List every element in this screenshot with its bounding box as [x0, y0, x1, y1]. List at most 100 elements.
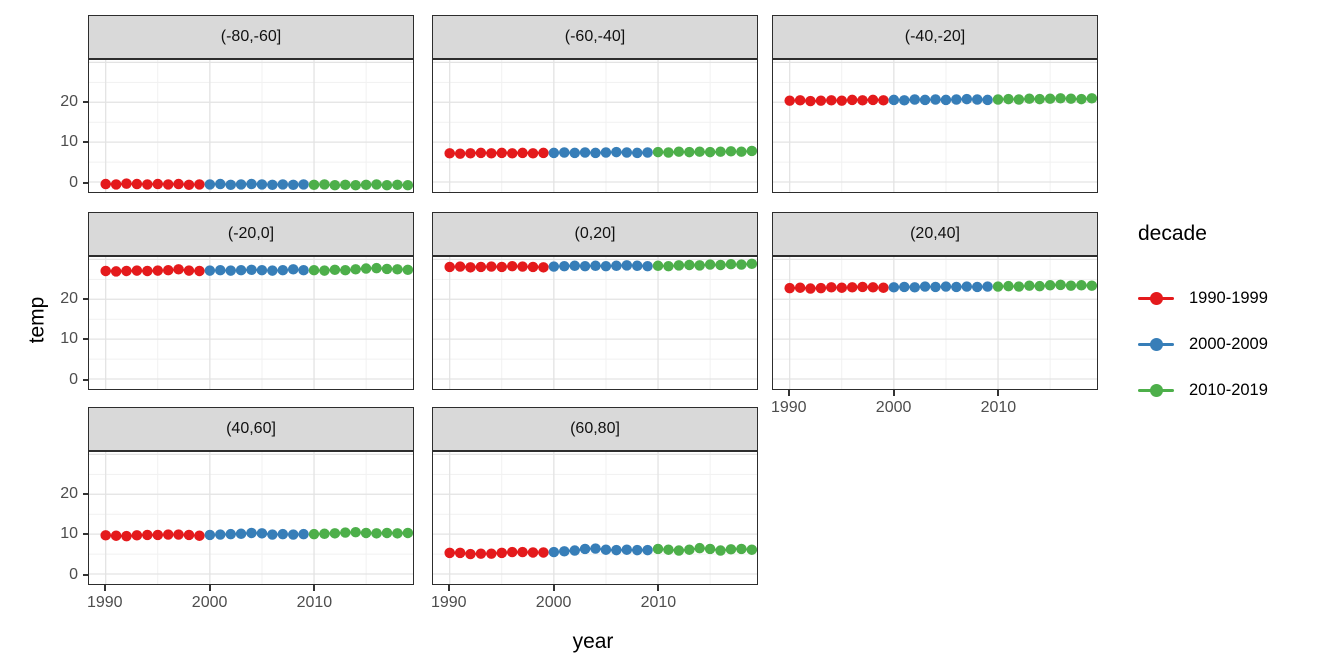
data-point — [992, 281, 1004, 292]
facet-plot-area — [89, 60, 413, 192]
data-point — [308, 528, 320, 540]
data-point — [298, 179, 309, 190]
data-point — [183, 179, 195, 191]
data-point — [600, 544, 612, 555]
data-point — [1076, 280, 1087, 291]
data-point — [287, 529, 299, 540]
data-point — [173, 264, 184, 275]
data-point — [878, 282, 889, 293]
legend-entry-label: 2000-2009 — [1189, 334, 1268, 353]
data-point — [329, 179, 341, 191]
data-point — [235, 264, 247, 276]
facet-strip: (-40,-20] — [772, 15, 1098, 59]
data-point — [381, 527, 393, 539]
x-tick-mark — [892, 390, 895, 396]
data-point — [704, 259, 716, 270]
facet-(-20,0]: (-20,0] — [88, 212, 414, 390]
data-point — [162, 529, 174, 540]
data-point — [215, 264, 226, 276]
data-point — [381, 263, 393, 275]
data-point — [621, 260, 633, 271]
y-tick-label: 10 — [60, 525, 78, 543]
data-point — [961, 281, 973, 292]
data-point — [319, 265, 330, 276]
facet-plot-area — [773, 60, 1097, 192]
data-point — [204, 179, 216, 190]
x-axis-title: year — [572, 630, 614, 653]
data-point — [631, 147, 643, 159]
data-point — [559, 546, 570, 557]
data-point — [527, 148, 539, 159]
series-2000-2009 — [548, 260, 653, 272]
data-point — [392, 264, 403, 275]
data-point — [784, 95, 795, 106]
data-point — [1076, 93, 1087, 105]
data-point — [308, 264, 320, 276]
legend-key-icon — [1138, 378, 1174, 402]
data-point — [725, 146, 737, 157]
data-point — [836, 95, 848, 106]
data-point — [371, 262, 382, 274]
data-point — [919, 281, 931, 292]
series-2010-2019 — [308, 526, 413, 540]
data-point — [204, 265, 216, 276]
series-1990-1999 — [784, 281, 889, 294]
data-point — [982, 94, 993, 106]
facet-strip: (60,80] — [432, 407, 758, 451]
data-point — [1013, 94, 1025, 105]
data-point — [506, 546, 518, 558]
data-point — [246, 264, 257, 276]
facet-strip-label: (-40,-20] — [904, 28, 966, 45]
facet-strip-label: (-20,0] — [227, 225, 275, 242]
data-point — [579, 147, 591, 158]
y-tick-label: 10 — [60, 330, 78, 348]
data-point — [600, 260, 612, 272]
facet-plot-area — [433, 452, 757, 584]
data-point — [110, 530, 122, 541]
data-point — [444, 547, 455, 559]
legend-entry-2000-2009: 2000-2009 — [1138, 332, 1268, 356]
data-point — [1044, 93, 1056, 104]
data-point — [548, 147, 560, 159]
facet-(60,80]: (60,80] — [432, 407, 758, 585]
data-point — [527, 547, 539, 558]
legend-key-icon — [1138, 286, 1174, 310]
data-point — [465, 148, 476, 159]
data-point — [826, 95, 837, 106]
facet-plot-area — [89, 257, 413, 389]
data-point — [736, 146, 747, 157]
data-point — [194, 530, 205, 541]
data-point — [621, 147, 633, 158]
data-point — [1024, 93, 1035, 104]
data-point — [444, 261, 455, 273]
series-1990-1999 — [444, 147, 549, 159]
facet-strip: (40,60] — [88, 407, 414, 451]
data-point — [736, 543, 747, 555]
data-point — [204, 529, 216, 541]
data-point — [267, 179, 278, 191]
facet-strip: (-80,-60] — [88, 15, 414, 59]
facet-strip: (20,40] — [772, 212, 1098, 256]
data-point — [287, 179, 299, 191]
facet-(-40,-20]: (-40,-20] — [772, 15, 1098, 193]
data-point — [350, 526, 361, 538]
y-tick-mark — [83, 141, 88, 144]
data-point — [287, 264, 299, 275]
data-point — [100, 265, 111, 277]
data-point — [971, 281, 983, 293]
data-point — [784, 282, 795, 294]
series-2010-2019 — [308, 179, 413, 191]
y-tick-mark — [83, 100, 88, 103]
data-point — [715, 259, 726, 271]
x-tick-mark — [997, 390, 1000, 396]
data-point — [684, 544, 695, 555]
data-point — [194, 179, 205, 190]
data-point — [579, 543, 591, 555]
data-point — [173, 529, 184, 540]
facet-strip: (0,20] — [432, 212, 758, 256]
data-point — [506, 148, 518, 159]
data-point — [392, 528, 403, 539]
data-point — [836, 282, 848, 293]
facet-strip-label: (40,60] — [226, 420, 276, 437]
y-tick-label: 0 — [69, 173, 78, 191]
